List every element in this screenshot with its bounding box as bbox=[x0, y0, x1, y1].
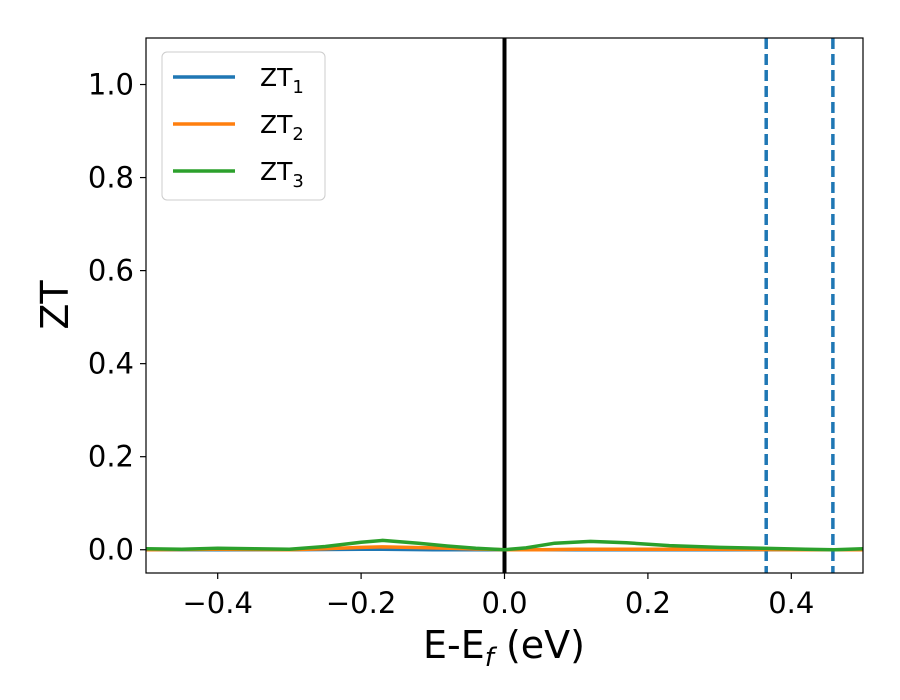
x-tick-label: 0.4 bbox=[768, 586, 814, 620]
legend-box bbox=[161, 51, 326, 201]
y-tick-label: 0.4 bbox=[88, 347, 134, 381]
series-line-3 bbox=[146, 538, 863, 552]
y-tick-label: 0.8 bbox=[88, 161, 134, 195]
legend-label-2: ZT2 bbox=[260, 110, 304, 145]
x-tick-label: −0.4 bbox=[182, 586, 252, 620]
y-tick-label: 0.6 bbox=[88, 254, 134, 288]
x-tick-label: 0.2 bbox=[625, 586, 671, 620]
x-axis: −0.4 −0.2 0.0 0.2 0.4 bbox=[182, 573, 814, 620]
vertical-lines bbox=[502, 38, 835, 573]
y-axis: 0.0 0.2 0.4 0.6 0.8 1.0 bbox=[88, 68, 146, 567]
legend-label-1: ZT1 bbox=[260, 63, 304, 98]
y-tick-label: 1.0 bbox=[88, 68, 134, 102]
legend-label-3: ZT3 bbox=[260, 157, 304, 192]
legend: ZT1 ZT2 ZT3 bbox=[161, 51, 326, 201]
series-lines bbox=[146, 538, 863, 552]
x-tick-label: 0.0 bbox=[481, 586, 527, 620]
y-tick-label: 0.0 bbox=[88, 533, 134, 567]
x-axis-title: E-Ef (eV) bbox=[423, 623, 585, 673]
x-tick-label: −0.2 bbox=[326, 586, 396, 620]
y-tick-label: 0.2 bbox=[88, 440, 134, 474]
y-axis-title: ZT bbox=[33, 280, 77, 330]
